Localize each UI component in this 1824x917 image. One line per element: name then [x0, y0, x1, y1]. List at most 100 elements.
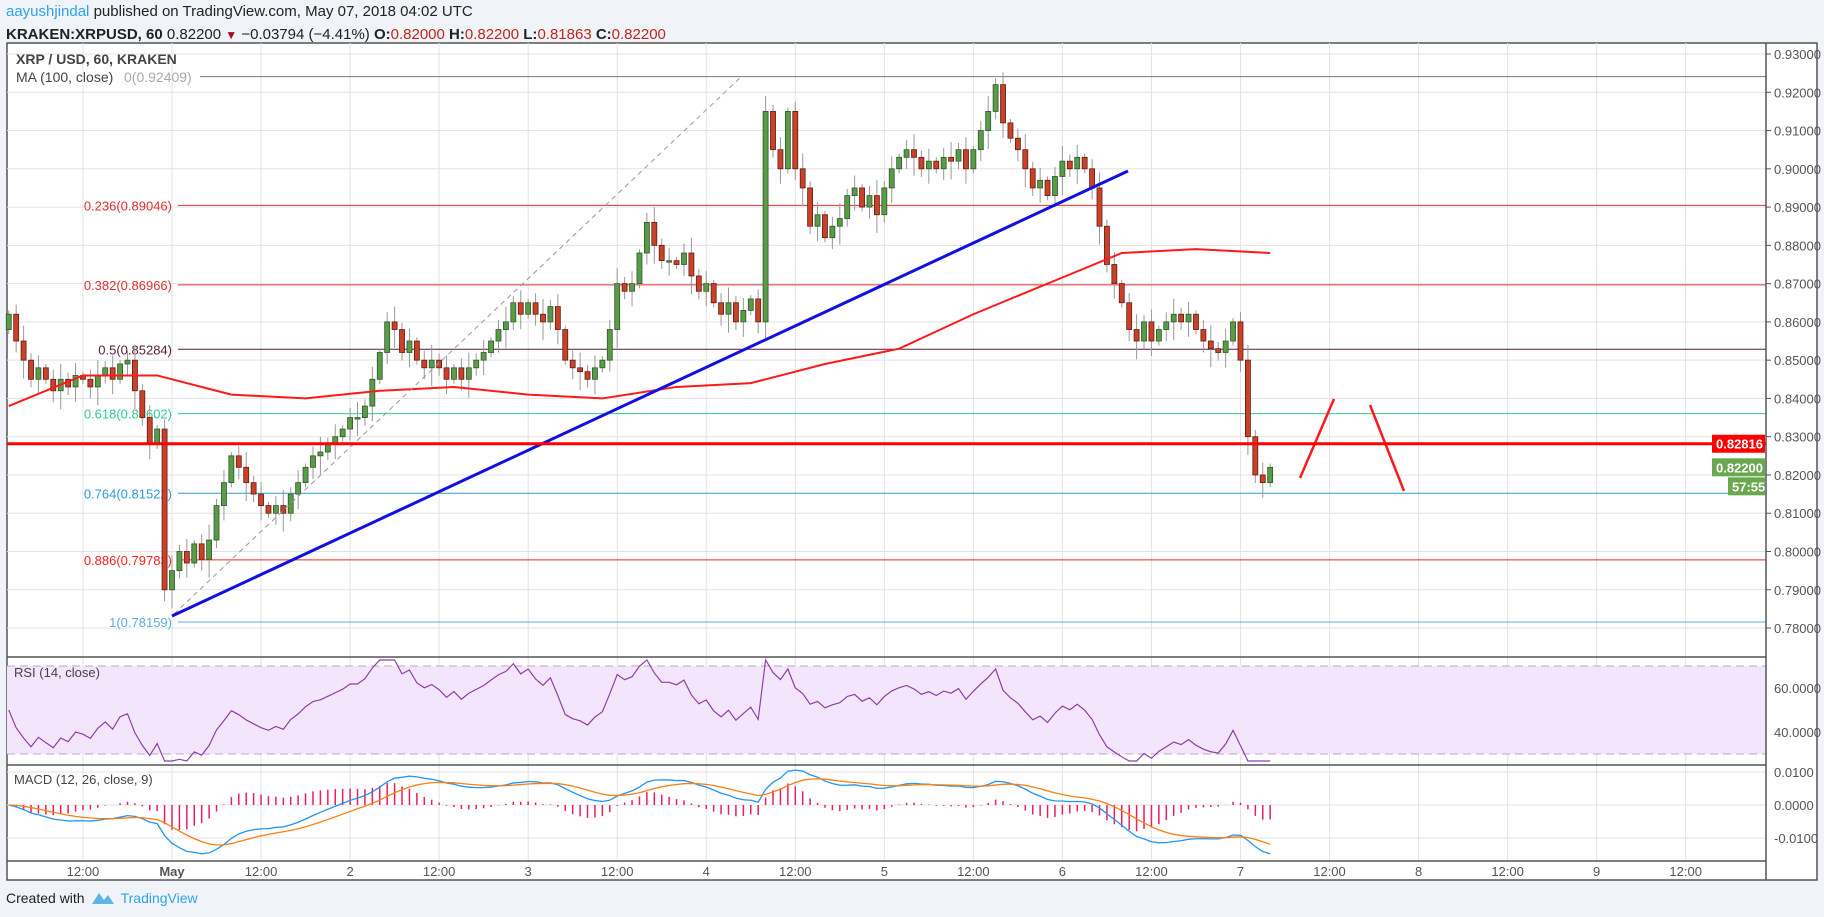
candle-up: [725, 302, 732, 315]
candle-down: [458, 367, 465, 380]
candle-up: [221, 482, 227, 506]
open-label: O:: [373, 26, 391, 43]
candle-down: [918, 156, 925, 170]
price-axis-label: 0.87000: [1774, 277, 1821, 292]
candle: [1133, 314, 1140, 360]
candle: [636, 249, 643, 289]
candle-down: [399, 329, 405, 353]
candle-down: [280, 505, 287, 514]
candle-down: [250, 482, 257, 495]
candle-down: [161, 428, 168, 591]
candle-down: [20, 340, 27, 361]
candle: [992, 77, 999, 120]
candle: [896, 153, 903, 174]
candle: [428, 344, 435, 387]
candle-up: [117, 363, 123, 380]
candle-down: [1000, 84, 1006, 124]
candle: [814, 202, 821, 242]
candle-up: [124, 359, 131, 365]
candle: [1059, 145, 1066, 195]
candle-up: [636, 252, 643, 285]
last-price-label: 0.82200: [1716, 460, 1763, 475]
candle-down: [1193, 313, 1199, 330]
candle: [725, 287, 732, 333]
fib-trend-dashed-line[interactable]: [173, 75, 743, 615]
candle: [770, 104, 776, 158]
candle-up: [169, 570, 175, 591]
candle: [777, 137, 784, 184]
time-axis-label: 12:00: [245, 864, 278, 879]
candle-up: [844, 195, 851, 219]
tradingview-link[interactable]: TradingView: [120, 890, 198, 906]
time-axis-label: 12:00: [779, 864, 812, 879]
candle-up: [992, 84, 999, 112]
time-axis-label: 3: [525, 864, 532, 879]
candle: [406, 328, 413, 368]
candle: [451, 363, 457, 384]
candle-down: [874, 195, 880, 216]
candle-up: [1163, 321, 1170, 330]
candle-up: [851, 187, 858, 196]
candle: [844, 188, 851, 227]
candle: [822, 210, 828, 243]
candle: [124, 350, 131, 376]
projection-up-line[interactable]: [1298, 398, 1336, 479]
candle-down: [710, 283, 717, 304]
candle-down: [1178, 313, 1185, 323]
candle: [1074, 144, 1081, 184]
rsi-band: [7, 666, 1766, 754]
candle-down: [146, 417, 153, 445]
candle-up: [666, 260, 673, 263]
candle-up: [599, 359, 606, 369]
candle: [1185, 301, 1192, 337]
candle: [28, 353, 34, 388]
candle: [310, 446, 316, 479]
open-value: 0.82000: [390, 26, 445, 43]
candle-down: [109, 367, 116, 380]
candle: [421, 350, 428, 380]
candle: [740, 297, 747, 337]
candle: [703, 271, 710, 307]
candle: [287, 487, 294, 522]
candle: [1252, 430, 1259, 484]
trendline[interactable]: [171, 169, 1129, 618]
projection-down-line[interactable]: [1368, 404, 1406, 492]
price-axis-label: 0.86000: [1774, 315, 1821, 330]
candle-down: [265, 505, 272, 514]
candle-up: [836, 218, 843, 227]
candle: [265, 501, 272, 518]
candle-up: [406, 340, 413, 353]
candle-down: [799, 168, 806, 189]
candle: [1163, 312, 1170, 342]
candle: [940, 147, 947, 181]
candle-up: [176, 551, 183, 572]
candle-up: [451, 367, 457, 380]
candle: [1126, 293, 1133, 342]
candle-down: [1022, 149, 1029, 170]
candle: [1200, 319, 1207, 353]
candle-down: [770, 111, 776, 151]
candle-down: [1200, 329, 1207, 342]
candle: [829, 216, 836, 250]
candle: [963, 137, 969, 184]
candle: [1148, 309, 1155, 356]
time-axis-label: 7: [1237, 864, 1244, 879]
candle: [666, 248, 673, 276]
price-axis-label: 0.90000: [1774, 162, 1821, 177]
candle: [948, 142, 954, 180]
time-axis-label: May: [159, 864, 185, 879]
candle: [881, 181, 888, 223]
candle-up: [154, 428, 161, 445]
author-link[interactable]: aayushjindal: [6, 3, 90, 20]
signal-line: [8, 778, 1271, 846]
candle-up: [495, 329, 502, 342]
candle-down: [577, 367, 583, 373]
time-axis-label: 12:00: [957, 864, 990, 879]
candle: [621, 276, 628, 300]
candle-up: [428, 359, 435, 369]
candle: [629, 271, 635, 307]
candle: [1267, 463, 1274, 488]
time-axis-label: 12:00: [1313, 864, 1346, 879]
candle-up: [629, 283, 635, 292]
